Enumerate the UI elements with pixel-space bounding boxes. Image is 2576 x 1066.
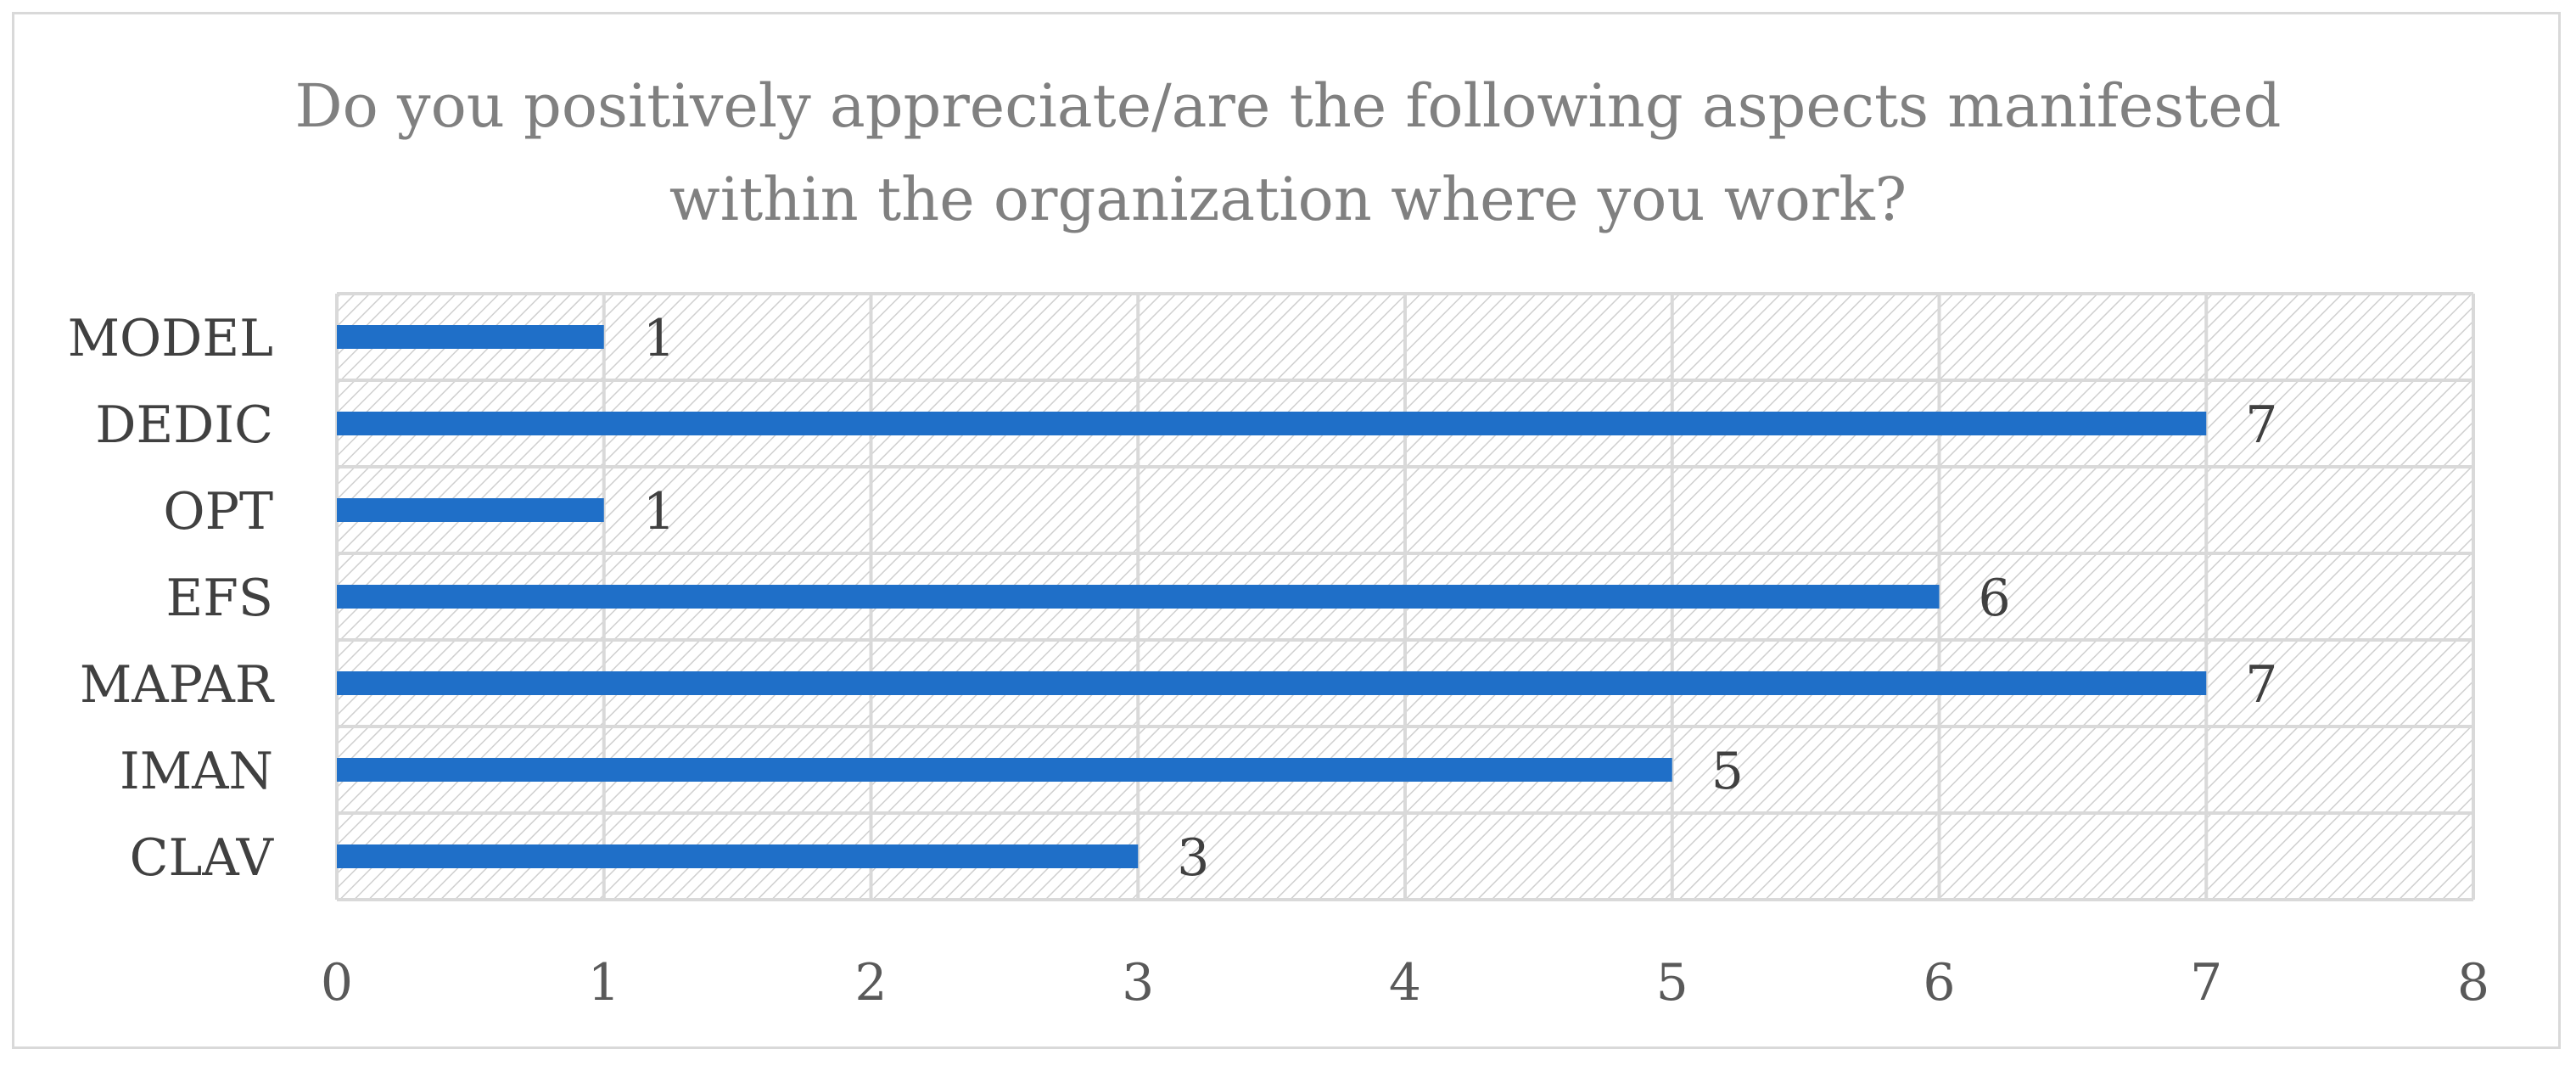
data-labels: 1 7 1 6 7 5 3 bbox=[643, 309, 2278, 888]
chart-title: Do you positively appreciate/are the fol… bbox=[0, 59, 2576, 246]
y-tick-label-opt: OPT bbox=[163, 482, 273, 541]
x-tick-labels: 0 1 2 3 4 5 6 7 8 bbox=[321, 953, 2489, 1013]
chart-title-line-1: Do you positively appreciate/are the fol… bbox=[294, 71, 2282, 141]
y-tick-label-iman: IMAN bbox=[120, 742, 273, 801]
data-label-dedic: 7 bbox=[2245, 396, 2277, 455]
data-label-iman: 5 bbox=[1711, 742, 1744, 801]
x-tick-label-8: 8 bbox=[2457, 953, 2489, 1013]
y-tick-label-efs: EFS bbox=[165, 569, 273, 628]
y-tick-label-clav: CLAV bbox=[130, 828, 275, 888]
x-tick-label-7: 7 bbox=[2190, 953, 2222, 1013]
y-tick-label-dedic: DEDIC bbox=[95, 396, 273, 455]
y-tick-label-mapar: MAPAR bbox=[80, 655, 275, 715]
bar-efs bbox=[337, 585, 1940, 609]
x-tick-label-3: 3 bbox=[1122, 953, 1154, 1013]
bar-opt bbox=[337, 498, 604, 522]
bars bbox=[337, 325, 2207, 868]
chart-title-line-2: within the organization where you work? bbox=[669, 165, 1907, 234]
x-tick-label-6: 6 bbox=[1923, 953, 1955, 1013]
x-tick-label-1: 1 bbox=[588, 953, 620, 1013]
bar-clav bbox=[337, 844, 1139, 868]
x-tick-label-4: 4 bbox=[1389, 953, 1421, 1013]
x-tick-label-0: 0 bbox=[321, 953, 353, 1013]
bar-iman bbox=[337, 758, 1672, 782]
data-label-efs: 6 bbox=[1979, 569, 2011, 628]
data-label-clav: 3 bbox=[1177, 828, 1209, 888]
data-label-mapar: 7 bbox=[2245, 655, 2277, 715]
bar-dedic bbox=[337, 412, 2207, 435]
data-label-model: 1 bbox=[643, 309, 675, 368]
x-tick-label-2: 2 bbox=[854, 953, 887, 1013]
y-tick-label-model: MODEL bbox=[68, 309, 273, 368]
data-label-opt: 1 bbox=[643, 482, 675, 541]
bar-mapar bbox=[337, 671, 2207, 695]
x-tick-label-5: 5 bbox=[1656, 953, 1688, 1013]
bar-model bbox=[337, 325, 604, 349]
y-tick-labels: MODEL DEDIC OPT EFS MAPAR IMAN CLAV bbox=[68, 309, 275, 888]
